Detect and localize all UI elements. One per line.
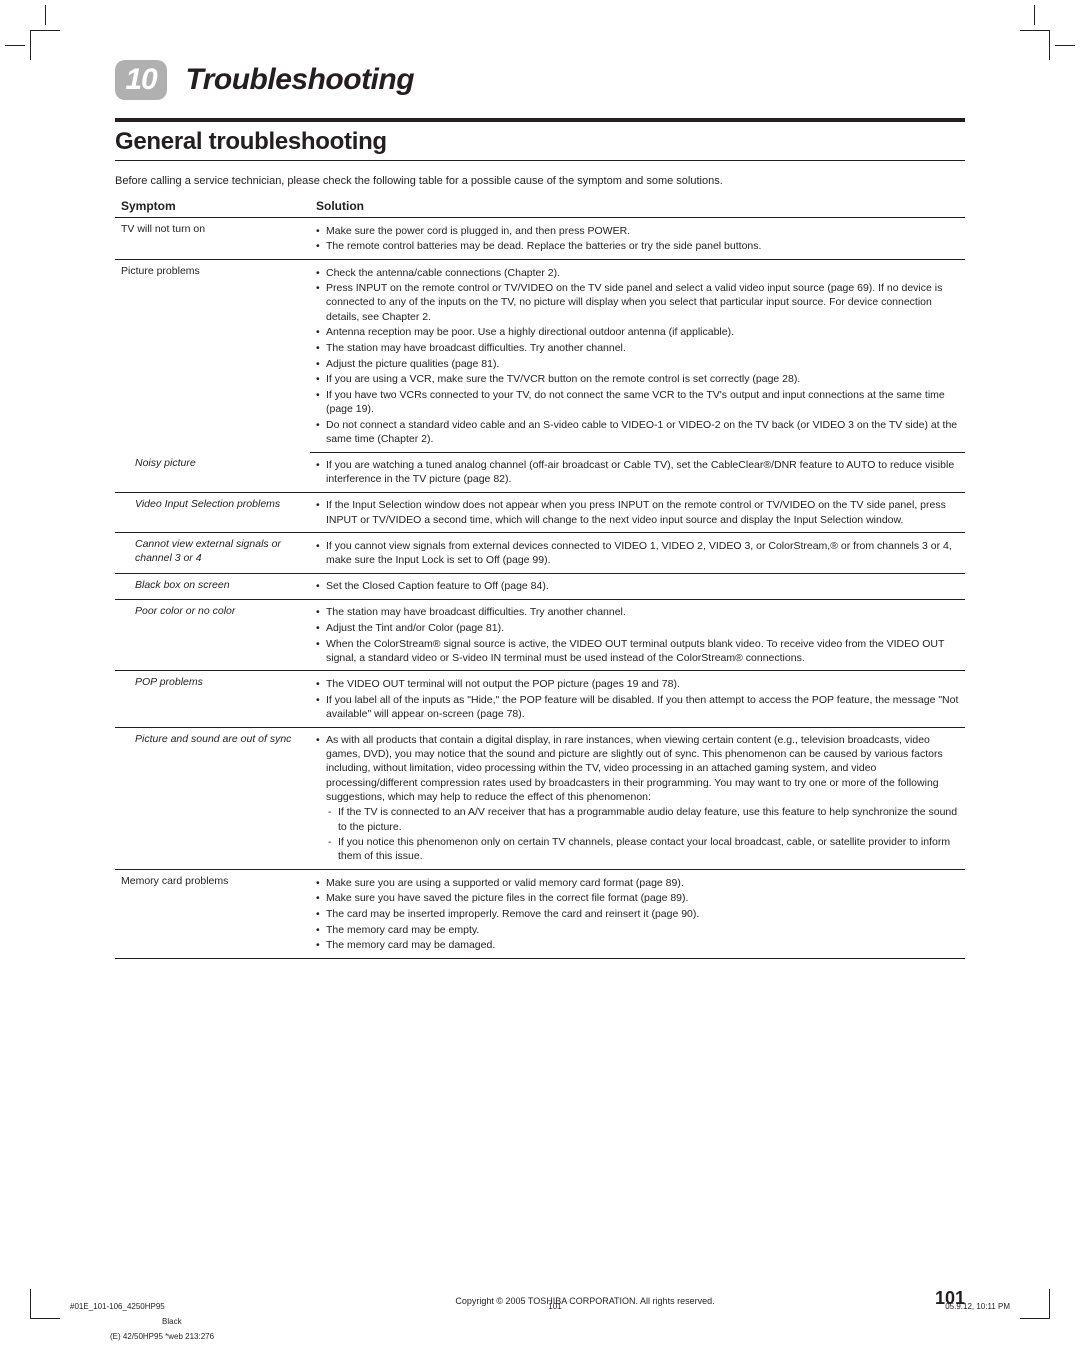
chapter-number-badge: 10 [115, 60, 167, 100]
symptom-cell: Picture problems [115, 260, 310, 453]
solution-bullet: The memory card may be empty. [316, 923, 959, 937]
solution-bullet: Check the antenna/cable connections (Cha… [316, 266, 959, 280]
thin-rule [115, 160, 965, 161]
symptom-cell: TV will not turn on [115, 218, 310, 260]
solution-cell: Make sure you are using a supported or v… [310, 870, 965, 959]
solution-bullet: If you label all of the inputs as "Hide,… [316, 693, 959, 721]
crop-tick [1055, 45, 1075, 46]
solution-bullet: The remote control batteries may be dead… [316, 239, 959, 253]
heavy-rule [115, 118, 965, 122]
solution-cell: The station may have broadcast difficult… [310, 599, 965, 671]
symptom-cell: POP problems [115, 671, 310, 727]
solution-bullet: Antenna reception may be poor. Use a hig… [316, 325, 959, 339]
crop-mark [30, 1289, 60, 1319]
symptom-cell: Cannot view external signals or channel … [115, 533, 310, 573]
solution-bullet: The VIDEO OUT terminal will not output t… [316, 677, 959, 691]
slug-file: #01E_101-106_4250HP95 [70, 1302, 165, 1311]
col-header-symptom: Symptom [115, 195, 310, 218]
solution-bullet: If you are using a VCR, make sure the TV… [316, 372, 959, 386]
intro-text: Before calling a service technician, ple… [115, 175, 965, 187]
symptom-cell: Poor color or no color [115, 599, 310, 671]
symptom-cell: Video Input Selection problems [115, 492, 310, 532]
solution-bullet: If you have two VCRs connected to your T… [316, 388, 959, 416]
solution-cell: As with all products that contain a digi… [310, 727, 965, 870]
solution-cell: Make sure the power cord is plugged in, … [310, 218, 965, 260]
solution-bullet: Press INPUT on the remote control or TV/… [316, 281, 959, 324]
solution-cell: If the Input Selection window does not a… [310, 492, 965, 532]
solution-bullet: Make sure the power cord is plugged in, … [316, 224, 959, 238]
solution-bullet: Adjust the picture qualities (page 81). [316, 357, 959, 371]
crop-mark [1020, 1289, 1050, 1319]
troubleshooting-table: Symptom Solution TV will not turn on Make… [115, 195, 965, 959]
chapter-title: Troubleshooting [185, 63, 414, 96]
solution-bullet: The station may have broadcast difficult… [316, 341, 959, 355]
crop-tick [45, 5, 46, 25]
solution-bullet: Set the Closed Caption feature to Off (p… [316, 579, 959, 593]
crop-tick [1034, 5, 1035, 25]
print-slug: #01E_101-106_4250HP95 101 05.9.12, 10:11… [70, 1302, 1010, 1341]
section-title: General troubleshooting [115, 128, 965, 156]
solution-bullet: As with all products that contain a digi… [316, 733, 959, 804]
slug-timestamp: 05.9.12, 10:11 PM [945, 1302, 1010, 1311]
solution-cell: If you cannot view signals from external… [310, 533, 965, 573]
solution-sub-bullet: If you notice this phenomenon only on ce… [316, 835, 959, 863]
solution-bullet: If you cannot view signals from external… [316, 539, 959, 567]
page-content: 10 Troubleshooting General troubleshooti… [115, 60, 965, 1289]
symptom-cell: Black box on screen [115, 573, 310, 599]
col-header-solution: Solution [310, 195, 965, 218]
solution-bullet: The card may be inserted improperly. Rem… [316, 907, 959, 921]
symptom-cell: Memory card problems [115, 870, 310, 959]
solution-bullet: When the ColorStream® signal source is a… [316, 637, 959, 665]
crop-mark [1020, 30, 1050, 60]
solution-sub-bullet: If the TV is connected to an A/V receive… [316, 805, 959, 833]
solution-cell: The VIDEO OUT terminal will not output t… [310, 671, 965, 727]
solution-bullet: If you are watching a tuned analog chann… [316, 458, 959, 486]
solution-cell: If you are watching a tuned analog chann… [310, 452, 965, 492]
symptom-cell: Picture and sound are out of sync [115, 727, 310, 870]
solution-bullet: Make sure you have saved the picture fil… [316, 891, 959, 905]
slug-color: Black [70, 1317, 1010, 1326]
solution-cell: Check the antenna/cable connections (Cha… [310, 260, 965, 453]
crop-tick [5, 45, 25, 46]
solution-bullet: The memory card may be damaged. [316, 938, 959, 952]
solution-cell: Set the Closed Caption feature to Off (p… [310, 573, 965, 599]
solution-bullet: The station may have broadcast difficult… [316, 605, 959, 619]
slug-job: (E) 42/50HP95 *web 213:276 [70, 1332, 1010, 1341]
slug-pageno: 101 [548, 1302, 561, 1311]
solution-bullet: Do not connect a standard video cable an… [316, 418, 959, 446]
symptom-cell: Noisy picture [115, 452, 310, 492]
solution-bullet: Adjust the Tint and/or Color (page 81). [316, 621, 959, 635]
solution-bullet: If the Input Selection window does not a… [316, 498, 959, 526]
solution-bullet: Make sure you are using a supported or v… [316, 876, 959, 890]
chapter-header: 10 Troubleshooting [115, 60, 965, 100]
crop-mark [30, 30, 60, 60]
